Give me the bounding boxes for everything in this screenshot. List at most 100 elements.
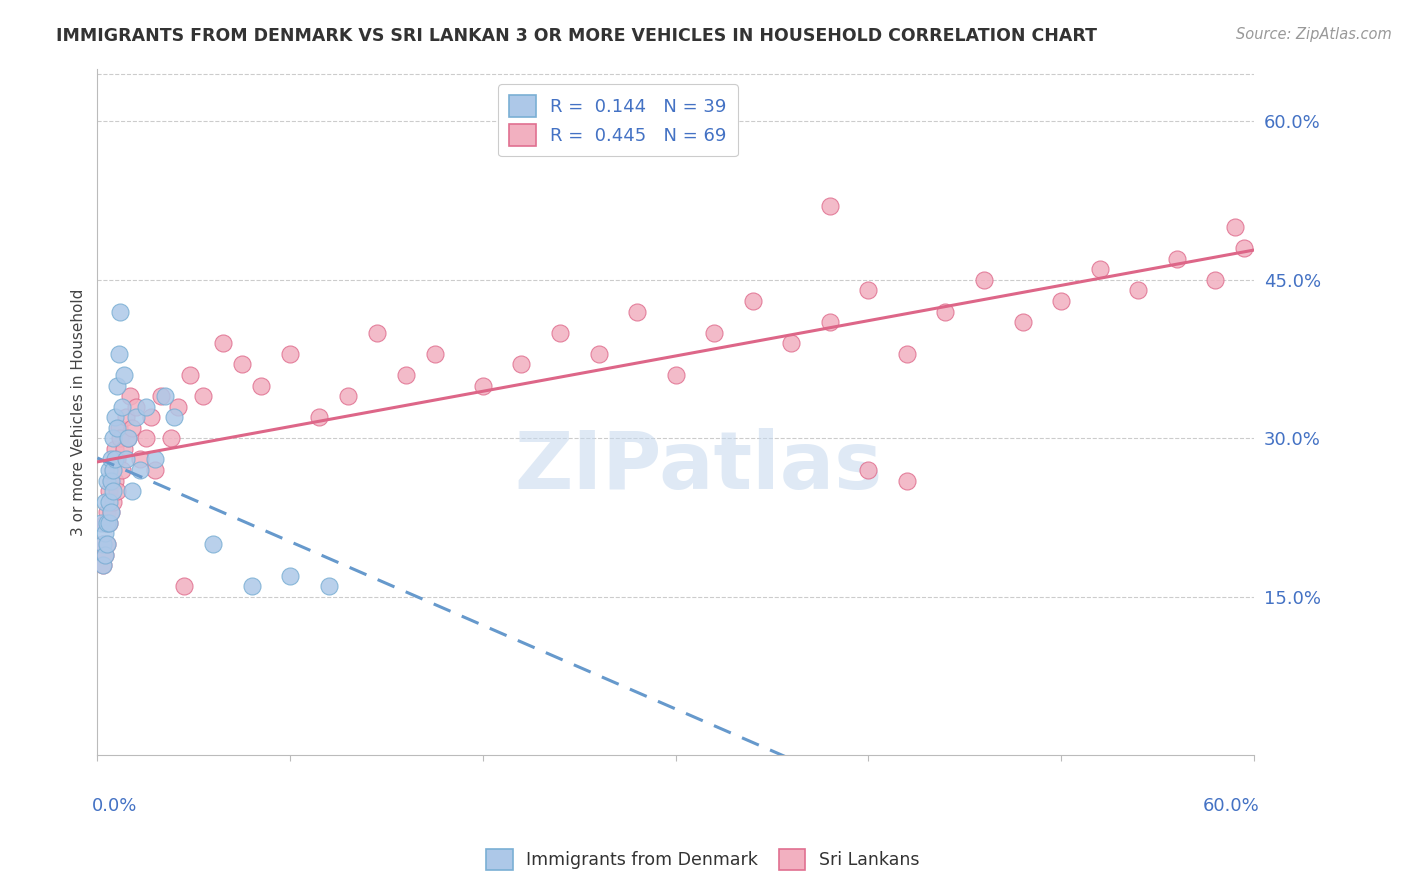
Legend: R =  0.144   N = 39, R =  0.445   N = 69: R = 0.144 N = 39, R = 0.445 N = 69 xyxy=(498,85,738,156)
Point xyxy=(135,431,157,445)
Point xyxy=(231,358,253,372)
Point xyxy=(626,304,648,318)
Point xyxy=(101,431,124,445)
Point xyxy=(115,452,138,467)
Point xyxy=(896,347,918,361)
Point xyxy=(780,336,803,351)
Point xyxy=(96,537,118,551)
Point xyxy=(105,378,128,392)
Point xyxy=(117,431,139,445)
Point xyxy=(90,516,112,530)
Point xyxy=(107,347,129,361)
Point xyxy=(395,368,418,382)
Point xyxy=(1128,284,1150,298)
Point xyxy=(818,199,841,213)
Point xyxy=(423,347,446,361)
Point xyxy=(110,431,132,445)
Point xyxy=(471,378,494,392)
Point xyxy=(858,463,880,477)
Point xyxy=(141,410,163,425)
Point xyxy=(112,368,135,382)
Point xyxy=(153,389,176,403)
Point xyxy=(97,516,120,530)
Point xyxy=(128,452,150,467)
Point xyxy=(818,315,841,329)
Point xyxy=(1166,252,1188,266)
Point xyxy=(201,537,224,551)
Point xyxy=(366,326,388,340)
Point xyxy=(94,548,117,562)
Point xyxy=(115,410,138,425)
Point xyxy=(211,336,233,351)
Point xyxy=(94,495,117,509)
Point xyxy=(588,347,610,361)
Point xyxy=(1088,262,1111,277)
Point xyxy=(105,421,128,435)
Point xyxy=(163,410,186,425)
Point xyxy=(100,452,122,467)
Point xyxy=(665,368,688,382)
Point xyxy=(104,452,127,467)
Point xyxy=(741,293,763,308)
Point xyxy=(125,400,148,414)
Point xyxy=(128,463,150,477)
Point xyxy=(703,326,725,340)
Point xyxy=(100,505,122,519)
Point xyxy=(934,304,956,318)
Point xyxy=(193,389,215,403)
Point xyxy=(94,526,117,541)
Point xyxy=(105,452,128,467)
Point xyxy=(167,400,190,414)
Point xyxy=(336,389,359,403)
Point xyxy=(308,410,330,425)
Point xyxy=(97,484,120,499)
Point xyxy=(1050,293,1073,308)
Legend: Immigrants from Denmark, Sri Lankans: Immigrants from Denmark, Sri Lankans xyxy=(478,840,928,879)
Point xyxy=(1233,241,1256,255)
Point xyxy=(96,516,118,530)
Point xyxy=(91,537,114,551)
Text: IMMIGRANTS FROM DENMARK VS SRI LANKAN 3 OR MORE VEHICLES IN HOUSEHOLD CORRELATIO: IMMIGRANTS FROM DENMARK VS SRI LANKAN 3 … xyxy=(56,27,1097,45)
Point xyxy=(278,347,301,361)
Point xyxy=(120,389,142,403)
Y-axis label: 3 or more Vehicles in Household: 3 or more Vehicles in Household xyxy=(72,288,86,535)
Point xyxy=(91,558,114,573)
Point xyxy=(278,568,301,582)
Point xyxy=(173,579,195,593)
Point xyxy=(125,410,148,425)
Point xyxy=(101,463,124,477)
Point xyxy=(250,378,273,392)
Point xyxy=(1011,315,1033,329)
Point xyxy=(110,304,132,318)
Point xyxy=(858,284,880,298)
Point xyxy=(97,463,120,477)
Point xyxy=(97,516,120,530)
Point xyxy=(96,474,118,488)
Point xyxy=(149,389,172,403)
Point xyxy=(100,505,122,519)
Point xyxy=(121,421,143,435)
Point xyxy=(159,431,181,445)
Point xyxy=(94,548,117,562)
Point xyxy=(510,358,533,372)
Point xyxy=(1223,220,1246,235)
Point xyxy=(973,273,995,287)
Point xyxy=(135,400,157,414)
Point xyxy=(896,474,918,488)
Point xyxy=(105,484,128,499)
Point xyxy=(91,537,114,551)
Point xyxy=(111,400,134,414)
Point xyxy=(104,410,127,425)
Text: Source: ZipAtlas.com: Source: ZipAtlas.com xyxy=(1236,27,1392,42)
Point xyxy=(100,474,122,488)
Point xyxy=(111,463,134,477)
Point xyxy=(1204,273,1226,287)
Text: 0.0%: 0.0% xyxy=(91,797,136,814)
Point xyxy=(104,474,127,488)
Point xyxy=(100,474,122,488)
Point xyxy=(96,505,118,519)
Point xyxy=(107,421,129,435)
Point xyxy=(179,368,201,382)
Point xyxy=(318,579,340,593)
Point xyxy=(96,537,118,551)
